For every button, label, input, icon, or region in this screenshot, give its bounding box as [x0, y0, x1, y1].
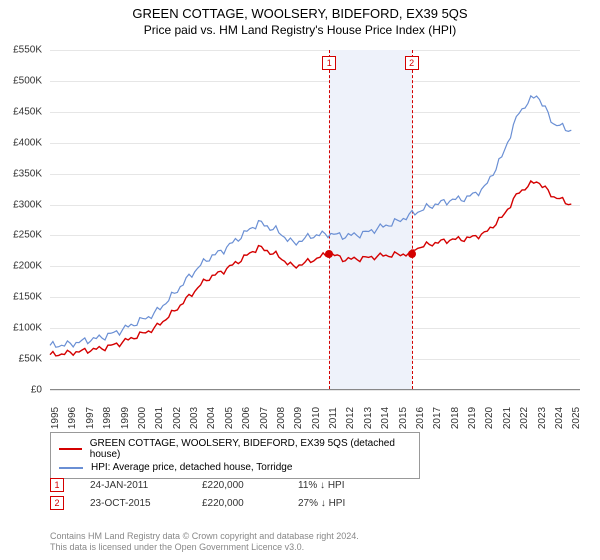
x-tick-label: 2005 — [224, 407, 235, 429]
y-tick-label: £250K — [13, 230, 42, 241]
y-tick-label: £100K — [13, 323, 42, 334]
legend-label: HPI: Average price, detached house, Torr… — [91, 462, 292, 473]
x-tick-label: 2019 — [467, 407, 478, 429]
y-tick-label: £200K — [13, 261, 42, 272]
y-tick-label: £0 — [31, 385, 42, 396]
x-tick-label: 2000 — [137, 407, 148, 429]
y-axis: £0£50K£100K£150K£200K£250K£300K£350K£400… — [0, 50, 46, 390]
chart-lines — [50, 50, 580, 389]
x-tick-label: 2025 — [571, 407, 582, 429]
y-tick-label: £450K — [13, 106, 42, 117]
x-tick-label: 2018 — [450, 407, 461, 429]
x-tick-label: 2020 — [484, 407, 495, 429]
x-tick-label: 2012 — [345, 407, 356, 429]
x-tick-label: 2007 — [259, 407, 270, 429]
x-tick-label: 2013 — [363, 407, 374, 429]
series-hpi — [50, 96, 571, 347]
sale-row: 2 23-OCT-2015 £220,000 27% ↓ HPI — [50, 496, 345, 510]
chart-container: GREEN COTTAGE, WOOLSERY, BIDEFORD, EX39 … — [0, 0, 600, 560]
x-tick-label: 2017 — [432, 407, 443, 429]
x-tick-label: 2011 — [328, 407, 339, 429]
legend: GREEN COTTAGE, WOOLSERY, BIDEFORD, EX39 … — [50, 432, 420, 479]
y-tick-label: £500K — [13, 75, 42, 86]
footer-attribution: Contains HM Land Registry data © Crown c… — [50, 531, 359, 554]
legend-label: GREEN COTTAGE, WOOLSERY, BIDEFORD, EX39 … — [90, 438, 411, 460]
sale-date: 23-OCT-2015 — [90, 498, 176, 509]
x-tick-label: 2001 — [154, 407, 165, 429]
series-price_paid — [50, 181, 571, 356]
y-tick-label: £350K — [13, 168, 42, 179]
y-tick-label: £400K — [13, 137, 42, 148]
chart-title: GREEN COTTAGE, WOOLSERY, BIDEFORD, EX39 … — [0, 6, 600, 21]
x-tick-label: 2023 — [537, 407, 548, 429]
x-tick-label: 2006 — [241, 407, 252, 429]
legend-item: GREEN COTTAGE, WOOLSERY, BIDEFORD, EX39 … — [59, 437, 411, 461]
x-tick-label: 2003 — [189, 407, 200, 429]
sale-badge: 2 — [50, 496, 64, 510]
x-tick-label: 1997 — [85, 407, 96, 429]
x-tick-label: 2004 — [206, 407, 217, 429]
y-tick-label: £550K — [13, 45, 42, 56]
sale-badge: 1 — [50, 478, 64, 492]
title-block: GREEN COTTAGE, WOOLSERY, BIDEFORD, EX39 … — [0, 0, 600, 37]
sale-diff: 27% ↓ HPI — [298, 498, 345, 509]
sales-table: 1 24-JAN-2011 £220,000 11% ↓ HPI 2 23-OCT-201… — [50, 478, 345, 514]
x-tick-label: 1995 — [50, 407, 61, 429]
x-tick-label: 2024 — [554, 407, 565, 429]
x-tick-label: 1996 — [67, 407, 78, 429]
x-tick-label: 1998 — [102, 407, 113, 429]
sale-diff: 11% ↓ HPI — [298, 480, 345, 491]
sale-date: 24-JAN-2011 — [90, 480, 176, 491]
sale-row: 1 24-JAN-2011 £220,000 11% ↓ HPI — [50, 478, 345, 492]
x-axis: 1995199619971998199920002001200220032004… — [50, 392, 580, 422]
footer-line-2: This data is licensed under the Open Gov… — [50, 542, 359, 554]
y-tick-label: £50K — [19, 354, 42, 365]
x-tick-label: 2010 — [311, 407, 322, 429]
chart-subtitle: Price paid vs. HM Land Registry's House … — [0, 23, 600, 37]
x-tick-label: 2009 — [293, 407, 304, 429]
sale-price: £220,000 — [202, 480, 272, 491]
legend-swatch — [59, 448, 82, 450]
plot-area: 12 — [50, 50, 580, 390]
gridline — [50, 390, 580, 391]
x-tick-label: 2002 — [172, 407, 183, 429]
y-tick-label: £300K — [13, 199, 42, 210]
footer-line-1: Contains HM Land Registry data © Crown c… — [50, 531, 359, 543]
x-tick-label: 2008 — [276, 407, 287, 429]
x-tick-label: 2021 — [502, 407, 513, 429]
y-tick-label: £150K — [13, 292, 42, 303]
legend-item: HPI: Average price, detached house, Torr… — [59, 461, 411, 474]
x-tick-label: 1999 — [120, 407, 131, 429]
sale-price: £220,000 — [202, 498, 272, 509]
x-tick-label: 2015 — [398, 407, 409, 429]
x-tick-label: 2016 — [415, 407, 426, 429]
x-tick-label: 2014 — [380, 407, 391, 429]
legend-swatch — [59, 467, 83, 469]
x-tick-label: 2022 — [519, 407, 530, 429]
